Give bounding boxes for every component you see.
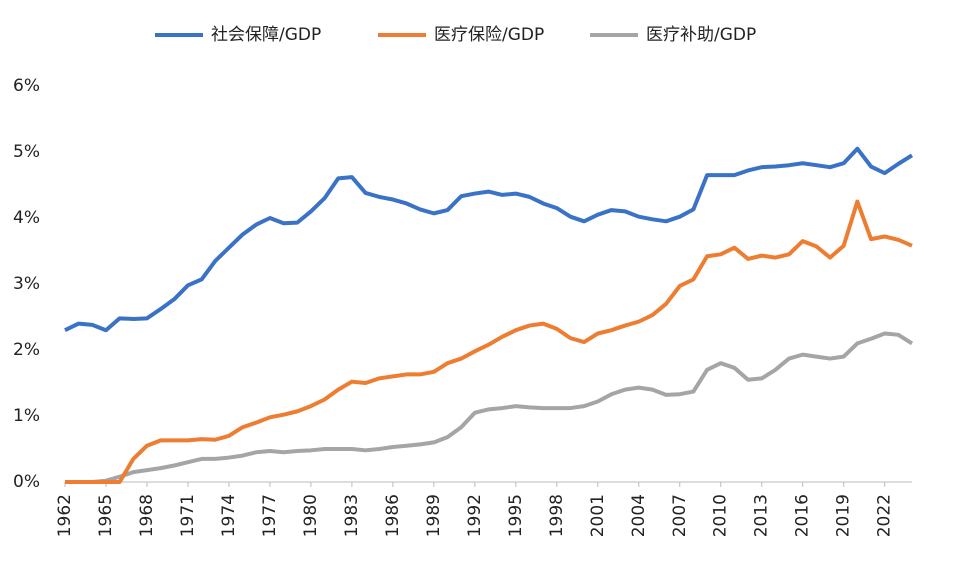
x-tick-label: 2013 bbox=[752, 494, 772, 537]
x-tick-label: 1965 bbox=[96, 494, 116, 537]
x-tick-label: 2010 bbox=[711, 494, 731, 537]
x-tick-label: 1977 bbox=[260, 494, 280, 537]
x-tick-label: 1971 bbox=[178, 494, 198, 537]
x-tick-label: 1974 bbox=[219, 494, 239, 537]
legend-label: 医疗补助/GDP bbox=[646, 25, 756, 45]
y-tick-label: 4% bbox=[13, 208, 40, 228]
x-tick-label: 1986 bbox=[383, 494, 403, 537]
x-tick-label: 1998 bbox=[547, 494, 567, 537]
x-tick-label: 1980 bbox=[301, 494, 321, 537]
x-tick-label: 2007 bbox=[670, 494, 690, 537]
y-tick-label: 3% bbox=[13, 274, 40, 294]
x-tick-label: 2022 bbox=[875, 494, 895, 537]
line-series bbox=[65, 199, 913, 484]
x-tick-label: 2016 bbox=[793, 494, 813, 537]
x-tick-label: 1962 bbox=[55, 494, 75, 537]
x-tick-label: 1983 bbox=[342, 494, 362, 537]
y-tick-label: 5% bbox=[13, 142, 40, 162]
y-tick-label: 1% bbox=[13, 406, 40, 426]
x-tick-label: 1995 bbox=[506, 494, 526, 537]
x-tick-label: 1989 bbox=[424, 494, 444, 537]
x-tick-label: 2004 bbox=[629, 494, 649, 537]
y-tick-label: 0% bbox=[13, 472, 40, 492]
line-series bbox=[64, 146, 914, 333]
line-series bbox=[65, 331, 914, 484]
y-tick-label: 2% bbox=[13, 340, 40, 360]
legend-label: 医疗保险/GDP bbox=[434, 25, 544, 45]
legend-label: 社会保障/GDP bbox=[211, 25, 321, 45]
x-tick-label: 2019 bbox=[834, 494, 854, 537]
x-tick-label: 1968 bbox=[137, 494, 157, 537]
y-tick-label: 6% bbox=[13, 76, 40, 96]
x-tick-label: 2001 bbox=[588, 494, 608, 537]
x-tick-label: 1992 bbox=[465, 494, 485, 537]
